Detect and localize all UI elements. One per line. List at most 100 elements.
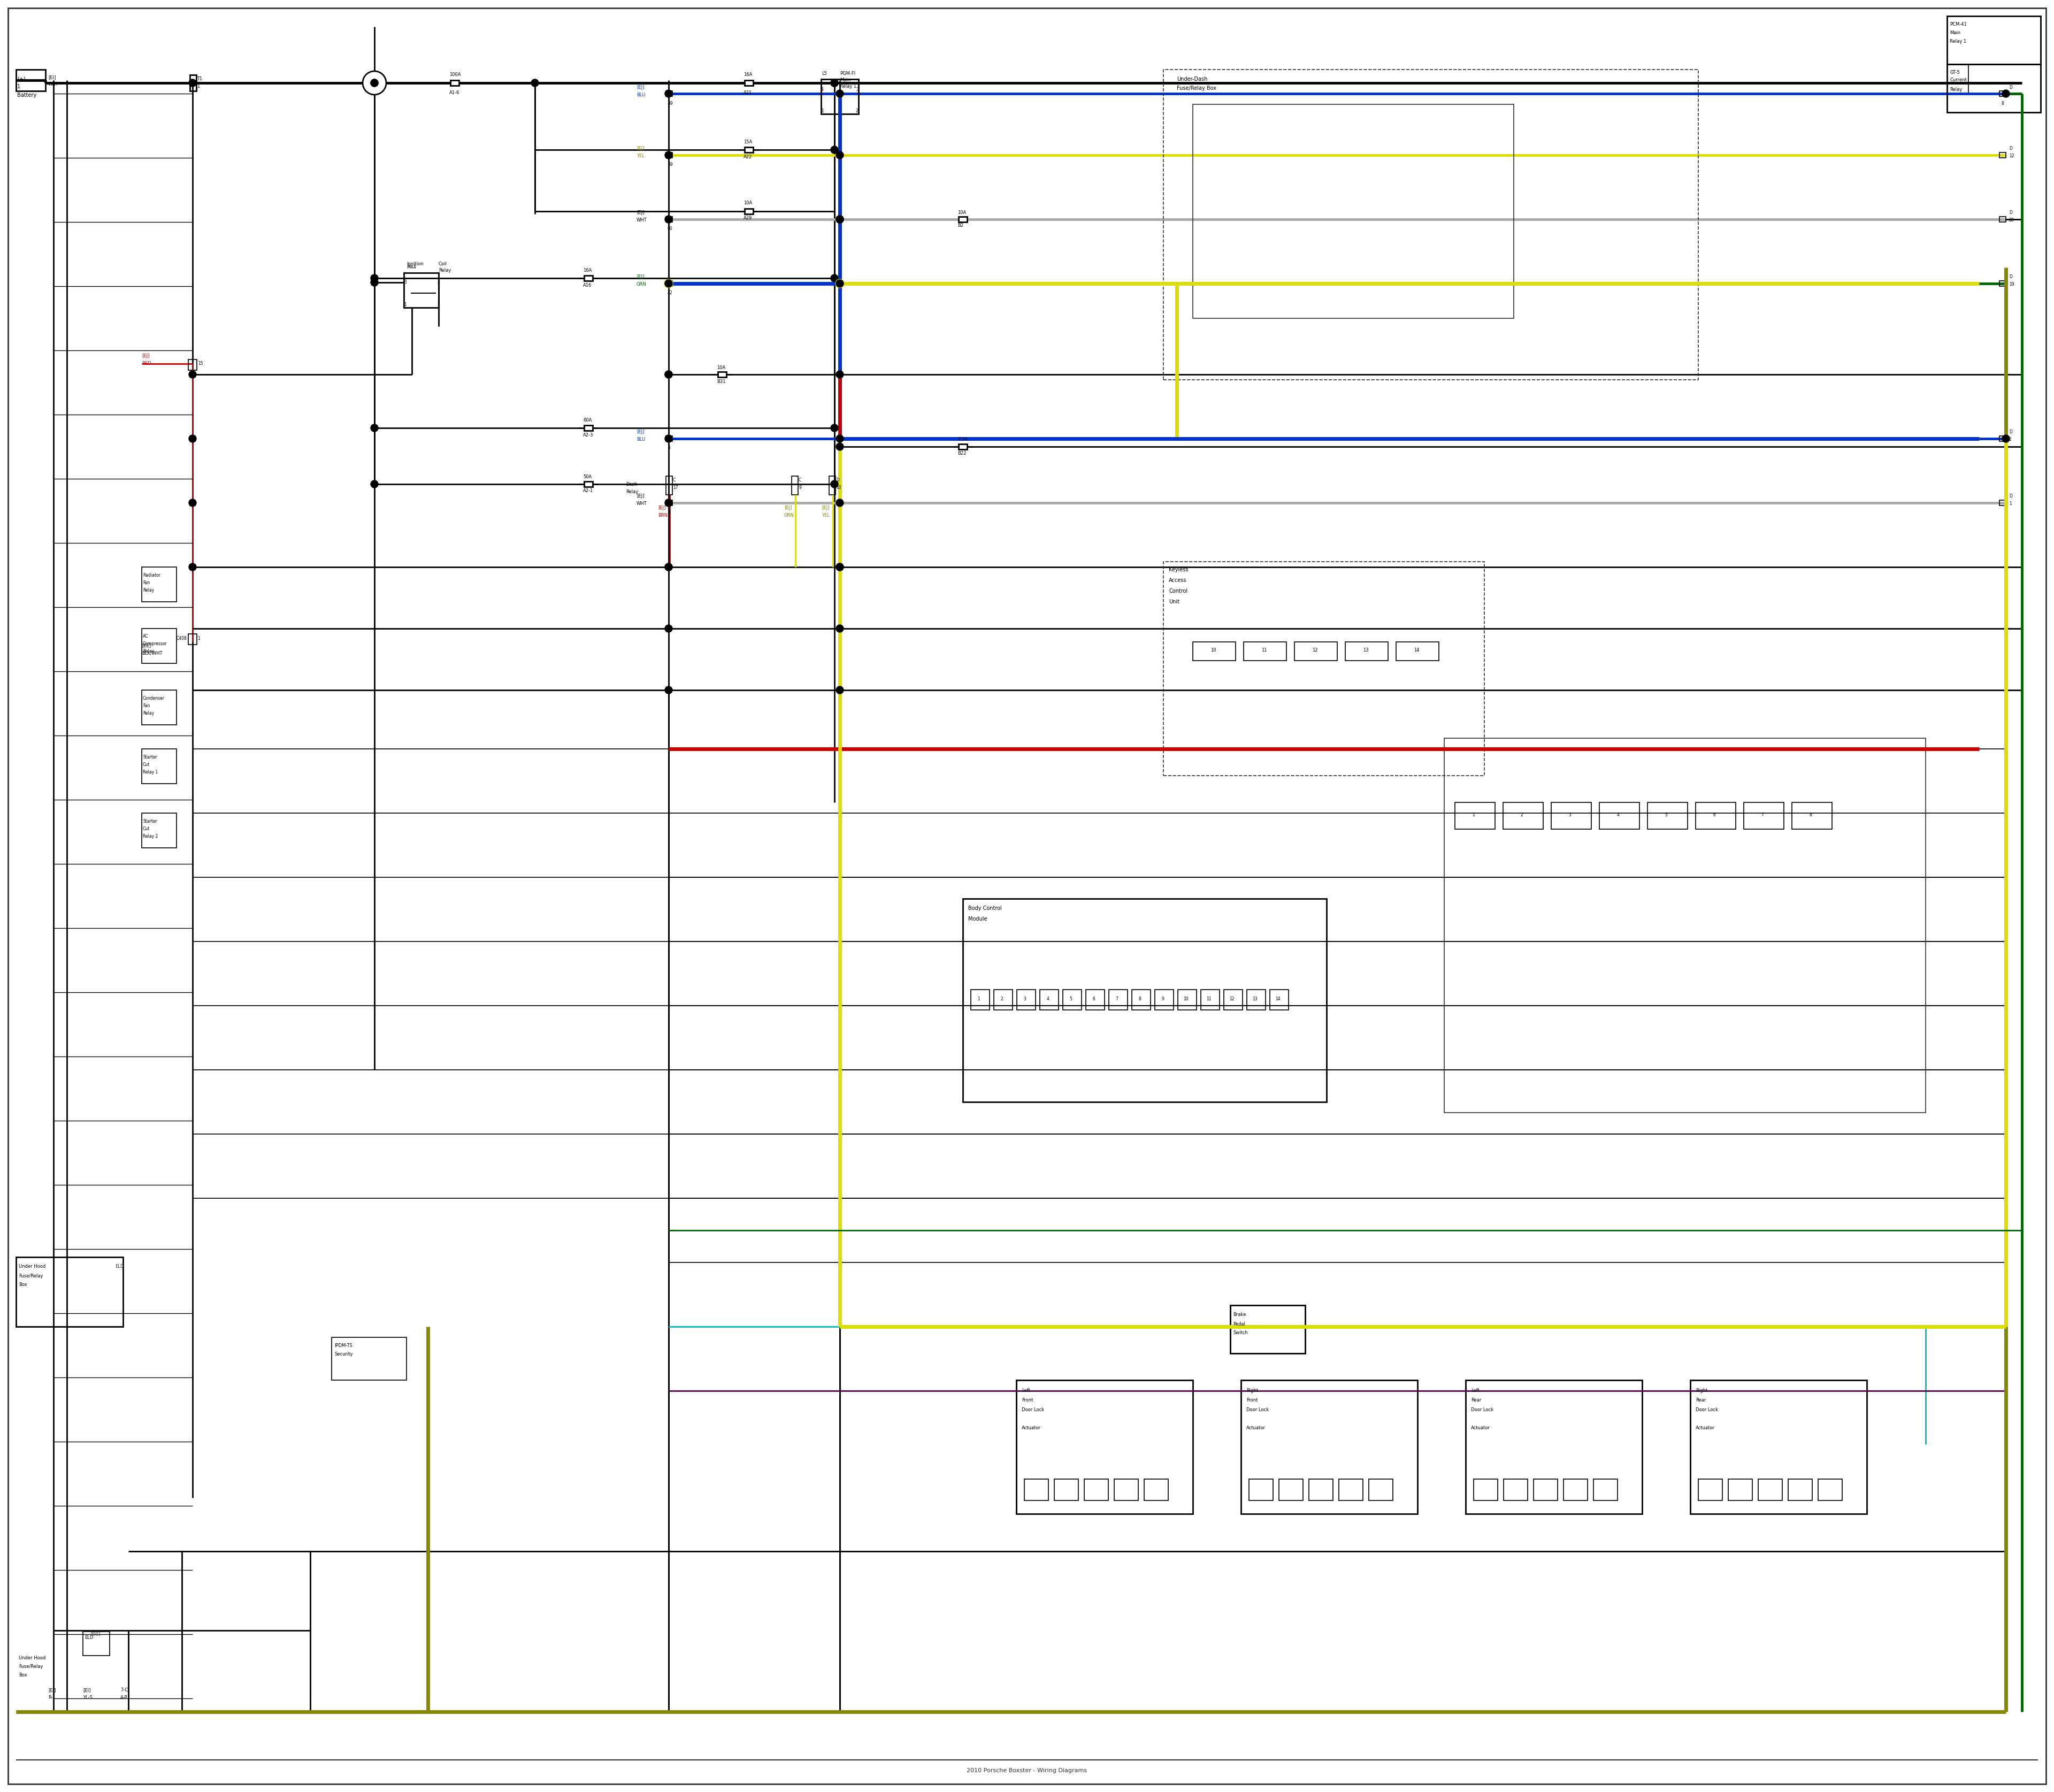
Bar [1504, 803, 1543, 830]
Text: [EI]: [EI] [82, 1688, 90, 1693]
Circle shape [836, 563, 844, 572]
Text: 42: 42 [668, 290, 674, 296]
Circle shape [830, 79, 838, 86]
Text: 4: 4 [1616, 812, 1619, 817]
Bar [1690, 1380, 1867, 1514]
Text: 3: 3 [405, 280, 407, 285]
Text: Right: Right [1697, 1389, 1707, 1392]
Bar [1999, 500, 2007, 505]
Bar [1163, 561, 1485, 776]
Circle shape [836, 151, 844, 159]
Text: YEL: YEL [822, 513, 830, 518]
Text: M44: M44 [407, 265, 417, 271]
Bar [142, 566, 177, 602]
Bar [665, 435, 672, 441]
Circle shape [189, 371, 197, 378]
Text: [EJ]: [EJ] [637, 147, 645, 151]
Bar [1699, 1478, 1723, 1500]
Text: B31: B31 [717, 378, 725, 383]
Bar [1132, 989, 1150, 1011]
Text: Left: Left [1471, 1389, 1479, 1392]
Text: A16: A16 [583, 283, 592, 287]
Text: 11: 11 [1261, 647, 1267, 652]
Text: Front: Front [1021, 1398, 1033, 1403]
Bar [142, 814, 177, 848]
Bar [1085, 1478, 1109, 1500]
Text: A2-3: A2-3 [583, 434, 594, 437]
Text: Relay: Relay [440, 267, 452, 272]
Bar [665, 281, 672, 287]
Text: Relay 1: Relay 1 [144, 769, 158, 774]
Circle shape [836, 280, 844, 289]
Bar [583, 276, 594, 281]
Text: Relay: Relay [1949, 88, 1962, 91]
Text: IPDM-TS: IPDM-TS [335, 1342, 353, 1348]
Bar [1280, 1478, 1302, 1500]
Text: Access: Access [1169, 577, 1187, 582]
Circle shape [189, 79, 197, 86]
Text: WHT: WHT [47, 82, 60, 88]
Bar [1647, 803, 1688, 830]
Bar [963, 898, 1327, 1102]
Circle shape [830, 79, 838, 86]
Bar [1947, 65, 2040, 113]
Bar [665, 500, 672, 505]
Text: PGM-FI: PGM-FI [840, 72, 854, 77]
Bar [1054, 1478, 1078, 1500]
Text: Unit: Unit [1169, 599, 1179, 604]
Text: Current: Current [1949, 77, 1968, 82]
Text: 8: 8 [1810, 812, 1812, 817]
Text: 10A: 10A [717, 366, 725, 369]
Text: Door Lock: Door Lock [1697, 1409, 1717, 1412]
Text: 5: 5 [1666, 812, 1668, 817]
Text: Pedal: Pedal [1232, 1321, 1245, 1326]
Bar [450, 81, 458, 86]
Circle shape [364, 72, 386, 95]
Bar [1241, 1380, 1417, 1514]
Text: BLK/WHT: BLK/WHT [142, 650, 162, 656]
Bar [1444, 738, 1927, 1113]
Text: Under-Dash: Under-Dash [1177, 77, 1208, 82]
Text: PCM-41: PCM-41 [1949, 22, 1966, 27]
Bar [331, 1337, 407, 1380]
Bar [1339, 1478, 1364, 1500]
Bar [1791, 803, 1832, 830]
Text: Fuse/Relay Box: Fuse/Relay Box [1177, 86, 1216, 91]
Text: C: C [799, 478, 801, 482]
Text: D: D [2009, 147, 2013, 151]
Bar [1247, 989, 1265, 1011]
Text: 28: 28 [2009, 219, 2015, 222]
Text: 2: 2 [438, 303, 440, 306]
Text: Left: Left [1021, 1389, 1031, 1392]
Bar [959, 217, 967, 222]
Text: 5: 5 [668, 446, 670, 450]
Text: 1: 1 [16, 84, 21, 90]
Text: Right: Right [1247, 1389, 1259, 1392]
Circle shape [189, 500, 197, 507]
Text: 10A: 10A [957, 210, 965, 215]
Bar [1368, 1478, 1393, 1500]
Text: 13: 13 [1362, 647, 1368, 652]
Text: A29: A29 [744, 215, 752, 220]
Text: 2010 Porsche Boxster - Wiring Diagrams: 2010 Porsche Boxster - Wiring Diagrams [967, 1769, 1087, 1774]
Text: T1: T1 [197, 77, 203, 82]
Text: Relay: Relay [144, 588, 154, 593]
Text: 3: 3 [1569, 812, 1571, 817]
Circle shape [2003, 90, 2009, 97]
Text: 15: 15 [197, 362, 203, 366]
Circle shape [370, 79, 378, 86]
Circle shape [663, 280, 674, 289]
Text: Fan: Fan [144, 702, 150, 708]
Bar [994, 989, 1013, 1011]
Bar [1467, 1380, 1641, 1514]
Text: A22: A22 [744, 154, 752, 159]
Bar [1269, 989, 1288, 1011]
Text: Rear: Rear [1471, 1398, 1481, 1403]
Bar [1177, 989, 1197, 1011]
Text: Coil: Coil [440, 262, 448, 267]
Text: [EJ]: [EJ] [657, 505, 665, 511]
Text: 12: 12 [1230, 996, 1234, 1002]
Bar [583, 425, 594, 430]
Bar [583, 482, 594, 487]
Circle shape [836, 625, 844, 633]
